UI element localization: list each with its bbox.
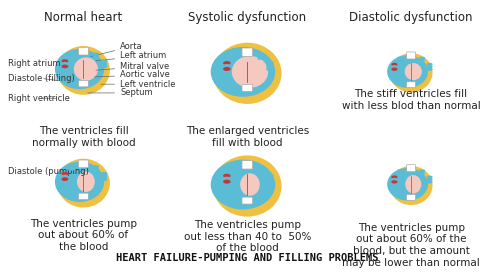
Circle shape (100, 177, 107, 181)
Ellipse shape (55, 162, 104, 202)
FancyBboxPatch shape (230, 167, 237, 172)
Ellipse shape (404, 63, 422, 80)
FancyBboxPatch shape (242, 161, 252, 169)
Circle shape (266, 64, 274, 68)
Text: Normal heart: Normal heart (44, 11, 122, 24)
Text: The ventricles pump
out about 60% of
the blood: The ventricles pump out about 60% of the… (30, 219, 137, 252)
Circle shape (100, 62, 107, 66)
Text: The stiff ventricles fill
with less blod than normal: The stiff ventricles fill with less blod… (342, 89, 480, 110)
FancyBboxPatch shape (242, 48, 252, 56)
Ellipse shape (55, 49, 104, 89)
FancyBboxPatch shape (68, 53, 74, 58)
Circle shape (62, 172, 68, 176)
Circle shape (62, 62, 68, 66)
Circle shape (223, 177, 230, 181)
FancyBboxPatch shape (68, 165, 74, 171)
Circle shape (426, 65, 432, 68)
Circle shape (266, 180, 274, 184)
Circle shape (62, 177, 68, 181)
Text: Right atrium: Right atrium (8, 59, 66, 68)
Circle shape (392, 68, 398, 71)
Text: The enlarged ventricles
fill with blood: The enlarged ventricles fill with blood (186, 126, 309, 148)
Circle shape (392, 180, 398, 184)
FancyBboxPatch shape (406, 52, 416, 59)
Text: Diastole (filling): Diastole (filling) (8, 74, 74, 83)
FancyBboxPatch shape (420, 169, 425, 174)
Circle shape (266, 67, 274, 71)
FancyBboxPatch shape (420, 57, 425, 62)
Text: Left ventricle: Left ventricle (101, 80, 176, 89)
Circle shape (100, 59, 107, 63)
Circle shape (62, 59, 68, 63)
Circle shape (392, 178, 398, 181)
Circle shape (426, 180, 432, 184)
Circle shape (266, 174, 274, 178)
Circle shape (223, 67, 230, 71)
Circle shape (392, 63, 398, 66)
Circle shape (426, 68, 432, 71)
Ellipse shape (210, 47, 276, 97)
Circle shape (426, 63, 432, 66)
Text: The ventricles pump
out about 60% of the
blood, but the amount
may be lower than: The ventricles pump out about 60% of the… (342, 223, 480, 268)
Text: Right ventricle: Right ventricle (8, 94, 70, 103)
FancyBboxPatch shape (78, 193, 88, 199)
FancyBboxPatch shape (398, 57, 403, 62)
Text: The ventricles pump
out less than 40 to  50%
of the blood: The ventricles pump out less than 40 to … (184, 220, 311, 253)
FancyBboxPatch shape (78, 47, 88, 55)
Text: Diastolic dysfunction: Diastolic dysfunction (350, 11, 473, 24)
FancyBboxPatch shape (406, 165, 416, 172)
Ellipse shape (240, 173, 260, 196)
Circle shape (100, 64, 107, 68)
Text: Septum: Septum (88, 88, 153, 97)
Text: The ventricles fill
normally with blood: The ventricles fill normally with blood (32, 126, 136, 148)
FancyBboxPatch shape (230, 54, 237, 60)
Circle shape (62, 64, 68, 68)
Ellipse shape (57, 46, 110, 95)
FancyBboxPatch shape (242, 85, 252, 91)
Circle shape (62, 175, 68, 178)
Text: Diastole (pumping): Diastole (pumping) (8, 167, 88, 176)
Text: Aortic valve: Aortic valve (94, 70, 170, 80)
Ellipse shape (213, 155, 282, 217)
FancyBboxPatch shape (406, 82, 416, 88)
Circle shape (392, 65, 398, 68)
FancyBboxPatch shape (398, 169, 403, 174)
FancyBboxPatch shape (258, 167, 264, 172)
FancyBboxPatch shape (258, 54, 264, 60)
Text: Left atrium: Left atrium (96, 51, 166, 61)
FancyBboxPatch shape (242, 197, 252, 204)
Ellipse shape (74, 57, 98, 81)
FancyBboxPatch shape (78, 160, 88, 168)
Circle shape (392, 175, 398, 179)
Ellipse shape (390, 53, 432, 92)
FancyBboxPatch shape (406, 194, 416, 200)
Text: Mitral valve: Mitral valve (96, 62, 170, 71)
Ellipse shape (390, 166, 432, 205)
Circle shape (100, 172, 107, 176)
Ellipse shape (210, 160, 276, 210)
Circle shape (223, 64, 230, 68)
Circle shape (426, 175, 432, 179)
Circle shape (223, 61, 230, 65)
FancyBboxPatch shape (93, 165, 98, 171)
FancyBboxPatch shape (93, 53, 98, 58)
Circle shape (266, 61, 274, 65)
Circle shape (223, 174, 230, 178)
Circle shape (100, 175, 107, 178)
Ellipse shape (232, 56, 268, 88)
Ellipse shape (57, 159, 110, 208)
Text: HEART FAILURE-PUMPING AND FILLING PROBLEMS: HEART FAILURE-PUMPING AND FILLING PROBLE… (116, 253, 378, 263)
Circle shape (426, 178, 432, 181)
Ellipse shape (406, 175, 421, 193)
Circle shape (266, 177, 274, 181)
Ellipse shape (77, 172, 95, 192)
Text: Aorta: Aorta (91, 42, 143, 56)
Circle shape (223, 180, 230, 184)
Ellipse shape (387, 168, 428, 201)
Ellipse shape (213, 43, 282, 104)
Ellipse shape (387, 55, 428, 88)
FancyBboxPatch shape (78, 80, 88, 87)
Text: Systolic dysfunction: Systolic dysfunction (188, 11, 306, 24)
